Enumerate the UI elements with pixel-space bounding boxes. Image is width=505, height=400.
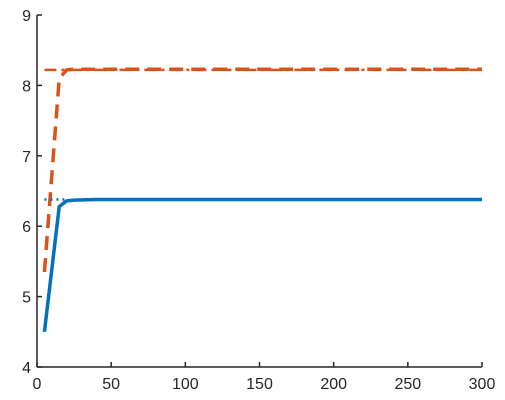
y-ticks: 4 5 6 7 8 9 [22, 8, 42, 377]
x-tick-label: 250 [394, 376, 421, 393]
x-tick-label: 100 [172, 376, 199, 393]
y-tick-label: 9 [22, 8, 31, 25]
series-line-dashed [42, 67, 482, 273]
series-layer [42, 67, 482, 333]
y-tick-label: 8 [22, 78, 31, 95]
y-tick-label: 6 [22, 219, 31, 236]
x-ticks: 0 50 100 150 200 250 300 [33, 362, 496, 393]
x-tick-label: 150 [246, 376, 273, 393]
x-tick-label: 0 [33, 376, 42, 393]
x-tick-label: 50 [102, 376, 120, 393]
x-tick-label: 200 [320, 376, 347, 393]
y-tick-label: 5 [22, 290, 31, 307]
series-line-solid [42, 197, 482, 333]
y-tick-label: 4 [22, 360, 31, 377]
y-tick-label: 7 [22, 149, 31, 166]
x-tick-label: 300 [469, 376, 496, 393]
